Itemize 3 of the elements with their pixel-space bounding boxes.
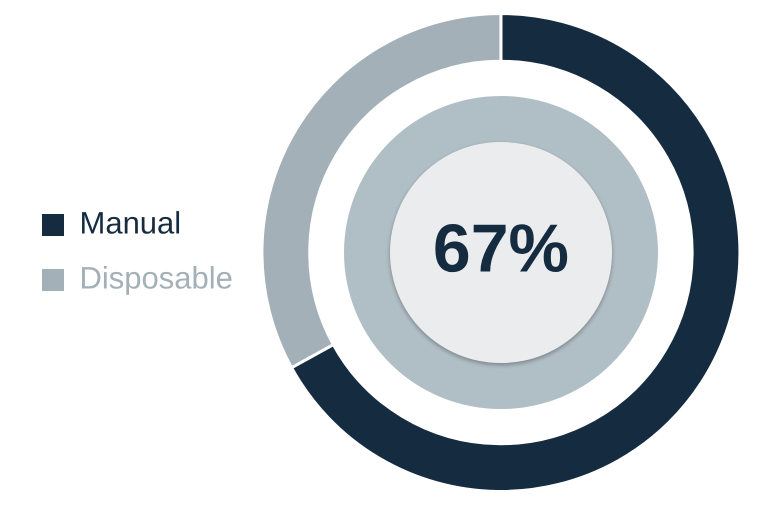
legend-label: Manual (80, 206, 182, 241)
legend-label: Disposable (80, 260, 233, 296)
text: 67% (432, 210, 569, 286)
